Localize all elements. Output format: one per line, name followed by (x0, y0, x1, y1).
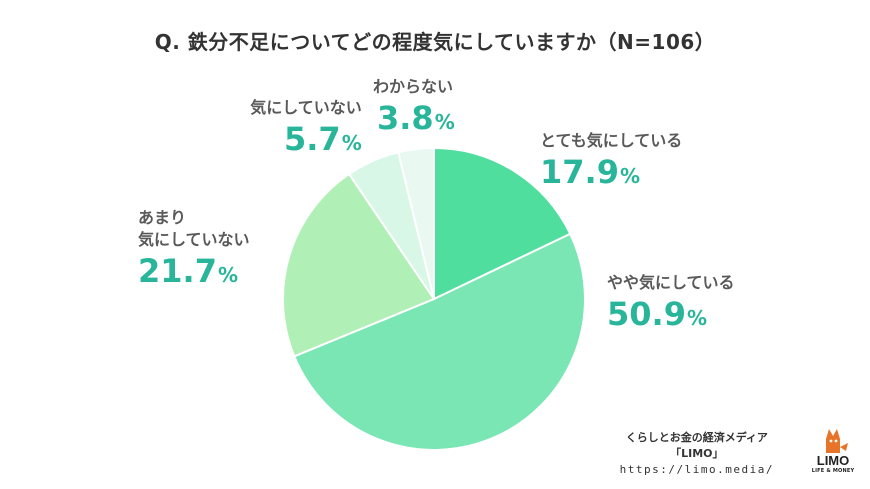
logo-brand: LIMO (816, 453, 850, 468)
label-slice-4: わからない 3.8% (373, 76, 455, 144)
label-slice-1-value: 50.9% (607, 295, 707, 333)
label-slice-0-value: 17.9% (540, 153, 640, 191)
label-slice-0-name: とても気にしている (540, 131, 683, 150)
pie-slice-2 (281, 173, 435, 358)
label-slice-1-name: やや気にしている (607, 273, 735, 292)
label-slice-4-name: わからない (373, 77, 454, 96)
limo-logo: LIMO LIFE & MONEY (808, 425, 858, 475)
label-slice-0: とても気にしている 17.9% (540, 130, 682, 198)
label-slice-3-name: 気にしていない (250, 98, 362, 117)
credit-line2: 「LIMO」 (670, 447, 724, 460)
pie-slice-4 (397, 147, 435, 300)
credit: くらしとお金の経済メディア 「LIMO」 https://limo.media/ (620, 430, 774, 478)
pie-slice-0 (433, 147, 572, 300)
label-slice-2-name-line2: 気にしていない (138, 230, 250, 249)
label-slice-1: やや気にしている 50.9% (607, 272, 735, 340)
label-slice-2-name-line1: あまり (138, 208, 187, 227)
label-slice-3-value: 5.7% (284, 120, 362, 158)
credit-url: https://limo.media/ (619, 463, 774, 476)
chart-title: Q. 鉄分不足についてどの程度気にしていますか（N=106） (154, 30, 716, 54)
limo-mascot-icon (826, 429, 848, 453)
label-slice-2-value: 21.7% (138, 252, 238, 290)
label-slice-3: 気にしていない 5.7% (218, 97, 362, 165)
label-slice-4-value: 3.8% (377, 99, 455, 137)
credit-line1: くらしとお金の経済メディア (625, 431, 768, 444)
pie-slice-1 (293, 232, 586, 451)
logo-tagline: LIFE & MONEY (811, 468, 855, 474)
label-slice-2: あまり 気にしていない 21.7% (138, 207, 250, 297)
